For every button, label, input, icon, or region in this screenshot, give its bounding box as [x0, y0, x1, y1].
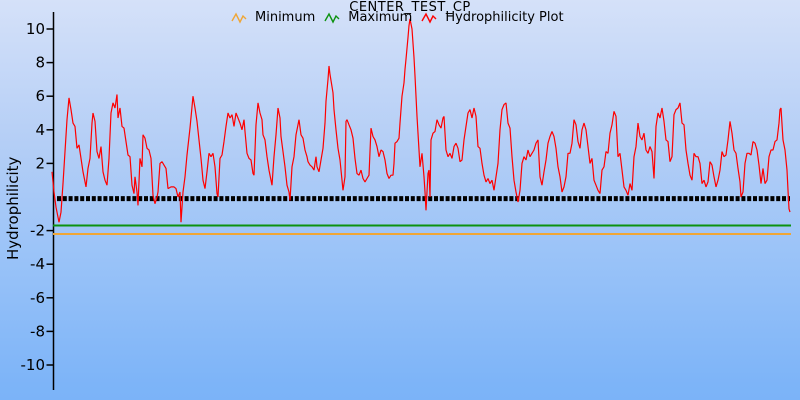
minimum-line-icon — [231, 12, 247, 24]
y-tick-label--6: -6 — [30, 289, 45, 307]
legend-label-minimum: Minimum — [255, 10, 316, 25]
legend-label-hydrophilicity-plot: Hydrophilicity Plot — [445, 10, 564, 25]
legend-item-maximum: Maximum — [324, 10, 412, 25]
y-tick-label-8: 8 — [35, 54, 45, 72]
y-tick-label-6: 6 — [35, 87, 45, 105]
y-tick-label-4: 4 — [35, 121, 45, 139]
legend-item-hydrophilicity-plot: Hydrophilicity Plot — [421, 10, 564, 25]
legend-item-minimum: Minimum — [231, 10, 315, 25]
maximum-line-icon — [324, 12, 340, 24]
y-tick-label--10: -10 — [21, 356, 46, 374]
y-tick-label--4: -4 — [30, 255, 45, 273]
y-axis-label: Hydrophilicity — [4, 156, 22, 260]
legend-label-maximum: Maximum — [348, 10, 413, 25]
y-tick-label-2: 2 — [35, 154, 45, 172]
hydrophilicity-plot-line — [51, 18, 791, 223]
y-tick-label--8: -8 — [30, 322, 45, 340]
chart-title: CENTER_TEST_CP — [349, 0, 471, 15]
y-tick-label--2: -2 — [30, 222, 45, 240]
hydrophilicity-plot-line-icon — [421, 12, 437, 24]
y-tick-label-10: 10 — [26, 20, 45, 38]
legend: Minimum Maximum Hydrophilicity Plot — [231, 10, 564, 25]
